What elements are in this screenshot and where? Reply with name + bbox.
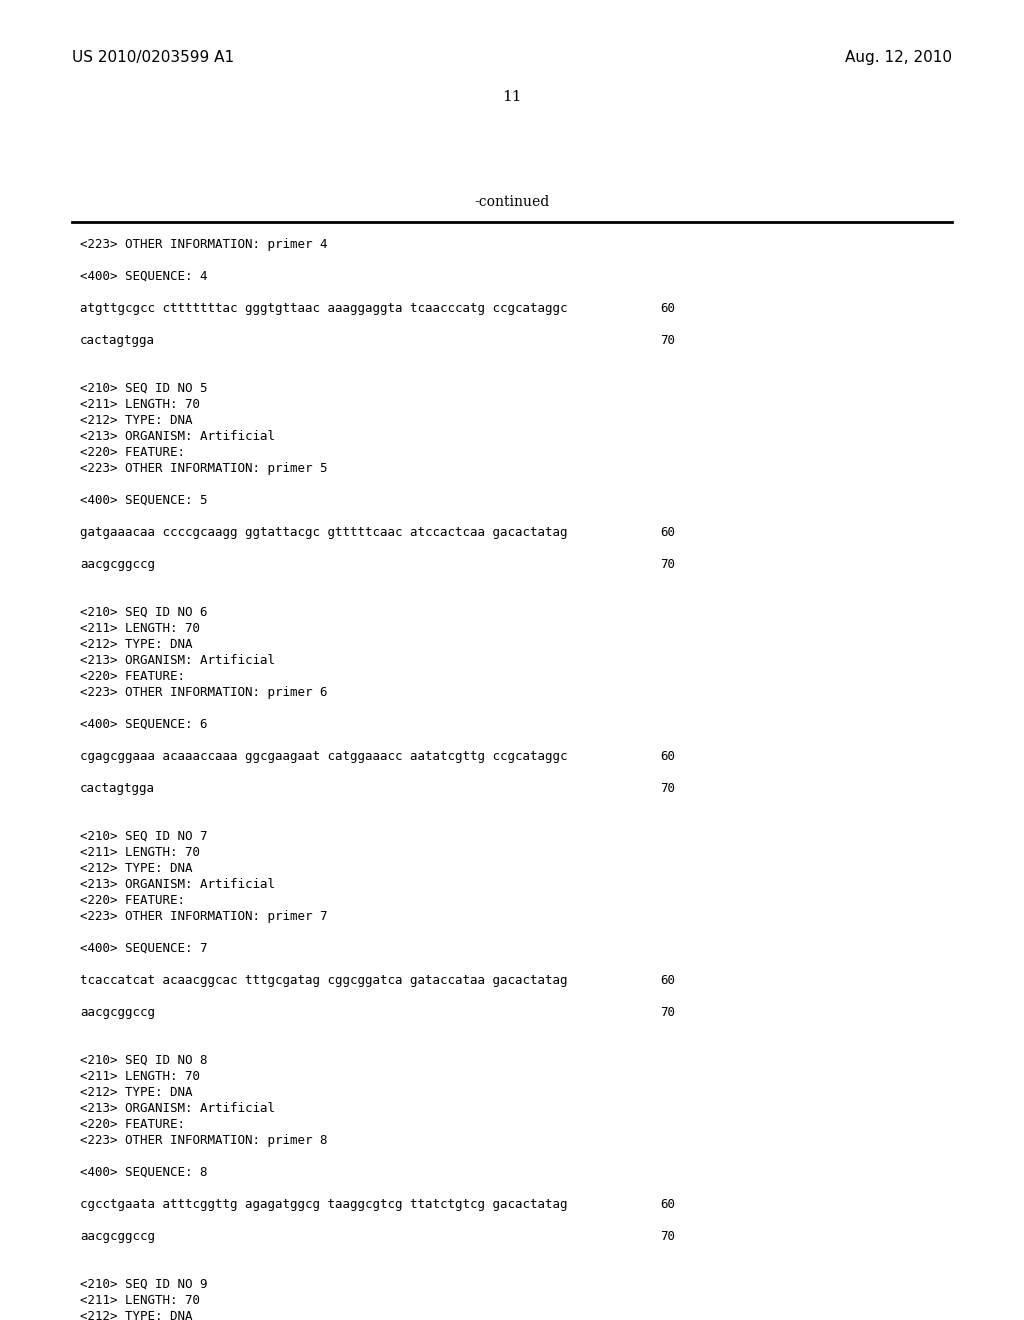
Text: Aug. 12, 2010: Aug. 12, 2010 [845,50,952,65]
Text: 60: 60 [660,750,675,763]
Text: <223> OTHER INFORMATION: primer 7: <223> OTHER INFORMATION: primer 7 [80,909,328,923]
Text: <213> ORGANISM: Artificial: <213> ORGANISM: Artificial [80,430,275,444]
Text: 70: 70 [660,558,675,572]
Text: <211> LENGTH: 70: <211> LENGTH: 70 [80,399,200,411]
Text: <211> LENGTH: 70: <211> LENGTH: 70 [80,846,200,859]
Text: cgagcggaaa acaaaccaaa ggcgaagaat catggaaacc aatatcgttg ccgcataggc: cgagcggaaa acaaaccaaa ggcgaagaat catggaa… [80,750,567,763]
Text: <400> SEQUENCE: 4: <400> SEQUENCE: 4 [80,271,208,282]
Text: <220> FEATURE:: <220> FEATURE: [80,894,185,907]
Text: <213> ORGANISM: Artificial: <213> ORGANISM: Artificial [80,878,275,891]
Text: <210> SEQ ID NO 6: <210> SEQ ID NO 6 [80,606,208,619]
Text: cactagtgga: cactagtgga [80,781,155,795]
Text: <400> SEQUENCE: 5: <400> SEQUENCE: 5 [80,494,208,507]
Text: <210> SEQ ID NO 7: <210> SEQ ID NO 7 [80,830,208,843]
Text: <212> TYPE: DNA: <212> TYPE: DNA [80,862,193,875]
Text: -continued: -continued [474,195,550,209]
Text: <212> TYPE: DNA: <212> TYPE: DNA [80,638,193,651]
Text: <223> OTHER INFORMATION: primer 5: <223> OTHER INFORMATION: primer 5 [80,462,328,475]
Text: <210> SEQ ID NO 8: <210> SEQ ID NO 8 [80,1053,208,1067]
Text: <213> ORGANISM: Artificial: <213> ORGANISM: Artificial [80,1102,275,1115]
Text: 70: 70 [660,781,675,795]
Text: <400> SEQUENCE: 6: <400> SEQUENCE: 6 [80,718,208,731]
Text: 70: 70 [660,1006,675,1019]
Text: 60: 60 [660,974,675,987]
Text: <400> SEQUENCE: 7: <400> SEQUENCE: 7 [80,942,208,954]
Text: <213> ORGANISM: Artificial: <213> ORGANISM: Artificial [80,653,275,667]
Text: 60: 60 [660,1199,675,1210]
Text: <210> SEQ ID NO 5: <210> SEQ ID NO 5 [80,381,208,395]
Text: aacgcggccg: aacgcggccg [80,558,155,572]
Text: 60: 60 [660,525,675,539]
Text: aacgcggccg: aacgcggccg [80,1230,155,1243]
Text: 70: 70 [660,1230,675,1243]
Text: <400> SEQUENCE: 8: <400> SEQUENCE: 8 [80,1166,208,1179]
Text: <220> FEATURE:: <220> FEATURE: [80,671,185,682]
Text: US 2010/0203599 A1: US 2010/0203599 A1 [72,50,234,65]
Text: <211> LENGTH: 70: <211> LENGTH: 70 [80,1294,200,1307]
Text: 60: 60 [660,302,675,315]
Text: cgcctgaata atttcggttg agagatggcg taaggcgtcg ttatctgtcg gacactatag: cgcctgaata atttcggttg agagatggcg taaggcg… [80,1199,567,1210]
Text: gatgaaacaa ccccgcaagg ggtattacgc gtttttcaac atccactcaa gacactatag: gatgaaacaa ccccgcaagg ggtattacgc gtttttc… [80,525,567,539]
Text: <223> OTHER INFORMATION: primer 4: <223> OTHER INFORMATION: primer 4 [80,238,328,251]
Text: <210> SEQ ID NO 9: <210> SEQ ID NO 9 [80,1278,208,1291]
Text: <212> TYPE: DNA: <212> TYPE: DNA [80,1309,193,1320]
Text: <220> FEATURE:: <220> FEATURE: [80,446,185,459]
Text: <223> OTHER INFORMATION: primer 8: <223> OTHER INFORMATION: primer 8 [80,1134,328,1147]
Text: 70: 70 [660,334,675,347]
Text: tcaccatcat acaacggcac tttgcgatag cggcggatca gataccataa gacactatag: tcaccatcat acaacggcac tttgcgatag cggcgga… [80,974,567,987]
Text: <211> LENGTH: 70: <211> LENGTH: 70 [80,622,200,635]
Text: <223> OTHER INFORMATION: primer 6: <223> OTHER INFORMATION: primer 6 [80,686,328,700]
Text: <212> TYPE: DNA: <212> TYPE: DNA [80,1086,193,1100]
Text: 11: 11 [502,90,522,104]
Text: atgttgcgcc ctttttttac gggtgttaac aaaggaggta tcaacccatg ccgcataggc: atgttgcgcc ctttttttac gggtgttaac aaaggag… [80,302,567,315]
Text: <220> FEATURE:: <220> FEATURE: [80,1118,185,1131]
Text: cactagtgga: cactagtgga [80,334,155,347]
Text: <212> TYPE: DNA: <212> TYPE: DNA [80,414,193,426]
Text: aacgcggccg: aacgcggccg [80,1006,155,1019]
Text: <211> LENGTH: 70: <211> LENGTH: 70 [80,1071,200,1082]
